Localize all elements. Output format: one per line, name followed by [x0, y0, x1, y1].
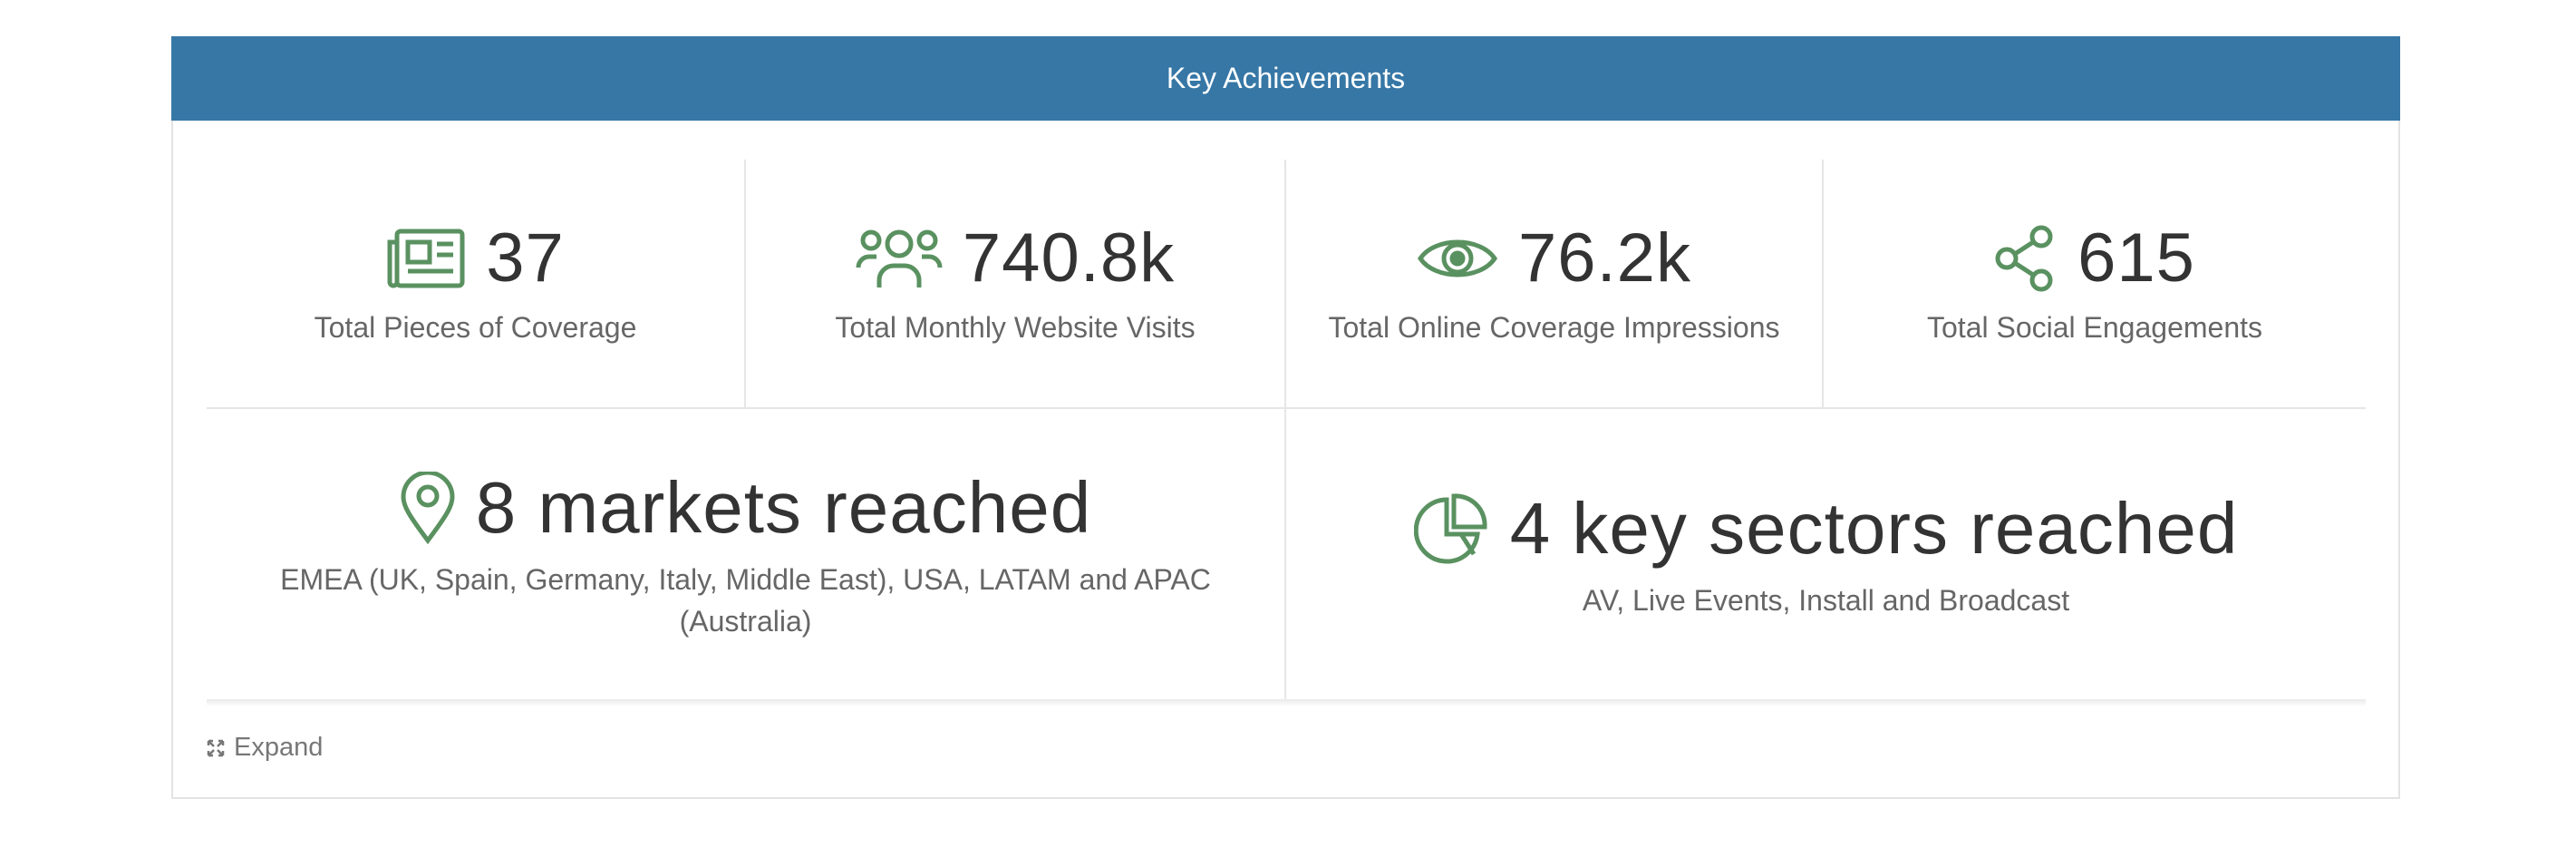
highlight: 4 key sectors reached AV, Live Events, I…: [1286, 409, 2366, 699]
stat: 615 Total Social Engagements: [1824, 160, 2366, 409]
stat-label: Total Online Coverage Impressions: [1328, 311, 1780, 344]
stat-label: Total Pieces of Coverage: [314, 311, 637, 344]
expand-button[interactable]: Expand: [207, 733, 323, 763]
pin-icon: [401, 472, 455, 544]
highlight-description: AV, Live Events, Install and Broadcast: [1582, 584, 2070, 617]
stat-value: 76.2k: [1518, 219, 1691, 297]
stat-label: Total Social Engagements: [1927, 311, 2262, 344]
stat-label: Total Monthly Website Visits: [835, 311, 1196, 344]
newspaper-icon: [387, 229, 465, 287]
stat: 76.2k Total Online Coverage Impressions: [1286, 160, 1824, 409]
highlight: 8 markets reached EMEA (UK, Spain, Germa…: [207, 409, 1286, 699]
pie-icon: [1413, 493, 1487, 564]
share-icon: [1995, 225, 2053, 291]
stat-value: 740.8k: [962, 219, 1176, 297]
expand-label[interactable]: Expand: [234, 733, 324, 762]
highlight-title: 8 markets reached: [475, 467, 1092, 548]
stat-value: 37: [486, 219, 565, 297]
stat: 740.8k Total Monthly Website Visits: [746, 160, 1286, 409]
expand-icon: [207, 739, 225, 756]
panel-header: Key Achievements: [171, 36, 2400, 121]
stat-value: 615: [2077, 219, 2195, 297]
users-icon: [856, 229, 943, 287]
eye-icon: [1418, 239, 1498, 277]
stat: 37 Total Pieces of Coverage: [207, 160, 746, 409]
divider-shadow: [207, 699, 2366, 706]
highlight-description: EMEA (UK, Spain, Germany, Italy, Middle …: [280, 563, 1211, 638]
highlight-title: 4 key sectors reached: [1509, 488, 2239, 569]
